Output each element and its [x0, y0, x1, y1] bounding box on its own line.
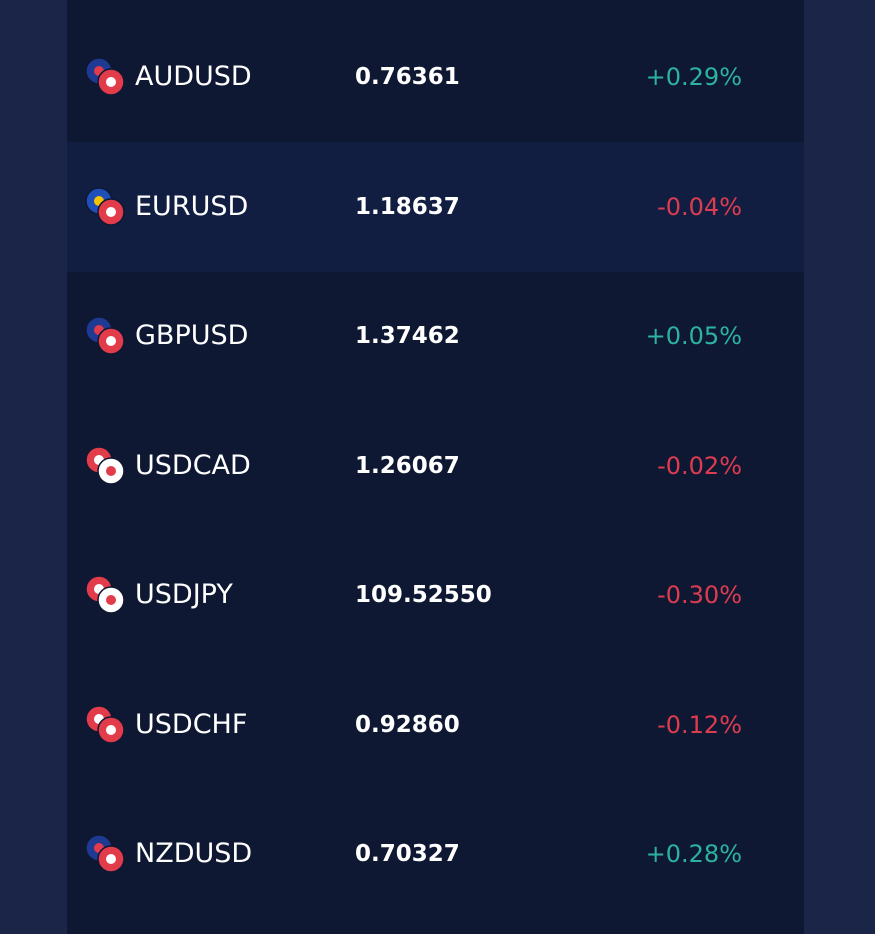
quote-row: EURUSD 1.18637 -0.04% — [67, 141, 804, 272]
currency-flags — [85, 704, 125, 744]
price: 0.76361 — [355, 64, 460, 90]
quote-table: AUDUSD 0.76361 +0.29% EURUSD 1.18637 -0.04% GB… — [67, 0, 804, 934]
pair-name: USDJPY — [135, 579, 233, 610]
change: -0.04% — [657, 192, 742, 221]
pair-name: USDCAD — [135, 449, 251, 481]
price: 0.70327 — [355, 841, 460, 867]
currency-flags — [85, 445, 125, 485]
price: 0.92860 — [355, 711, 460, 738]
pair-name: AUDUSD — [135, 61, 252, 92]
currency-flags — [85, 316, 125, 355]
pair-name: EURUSD — [135, 190, 249, 222]
pair-name: NZDUSD — [135, 838, 253, 869]
change: +0.05% — [645, 322, 742, 350]
change: +0.29% — [645, 63, 742, 91]
price: 1.26067 — [355, 452, 460, 479]
quote-row: AUDUSD 0.76361 +0.29% — [67, 12, 804, 142]
pair-name: USDCHF — [135, 708, 248, 740]
price: 1.37462 — [355, 323, 460, 349]
currency-flags — [85, 57, 125, 96]
currency-flags — [85, 575, 125, 614]
quote-row: USDCHF 0.92860 -0.12% — [67, 660, 804, 790]
pair-name: GBPUSD — [135, 320, 249, 351]
quote-row: USDJPY 109.52550 -0.30% — [67, 530, 804, 660]
quote-row: USDCAD 1.26067 -0.02% — [67, 401, 804, 531]
currency-flags — [85, 186, 125, 226]
quote-row: GBPUSD 1.37462 +0.05% — [67, 271, 804, 401]
change: -0.12% — [657, 710, 742, 739]
currency-flags — [85, 834, 125, 873]
change: +0.28% — [645, 840, 742, 868]
change: -0.02% — [657, 451, 742, 480]
price: 1.18637 — [355, 193, 460, 220]
quote-row: NZDUSD 0.70327 +0.28% — [67, 789, 804, 919]
change: -0.30% — [657, 581, 742, 609]
price: 109.52550 — [355, 582, 492, 608]
